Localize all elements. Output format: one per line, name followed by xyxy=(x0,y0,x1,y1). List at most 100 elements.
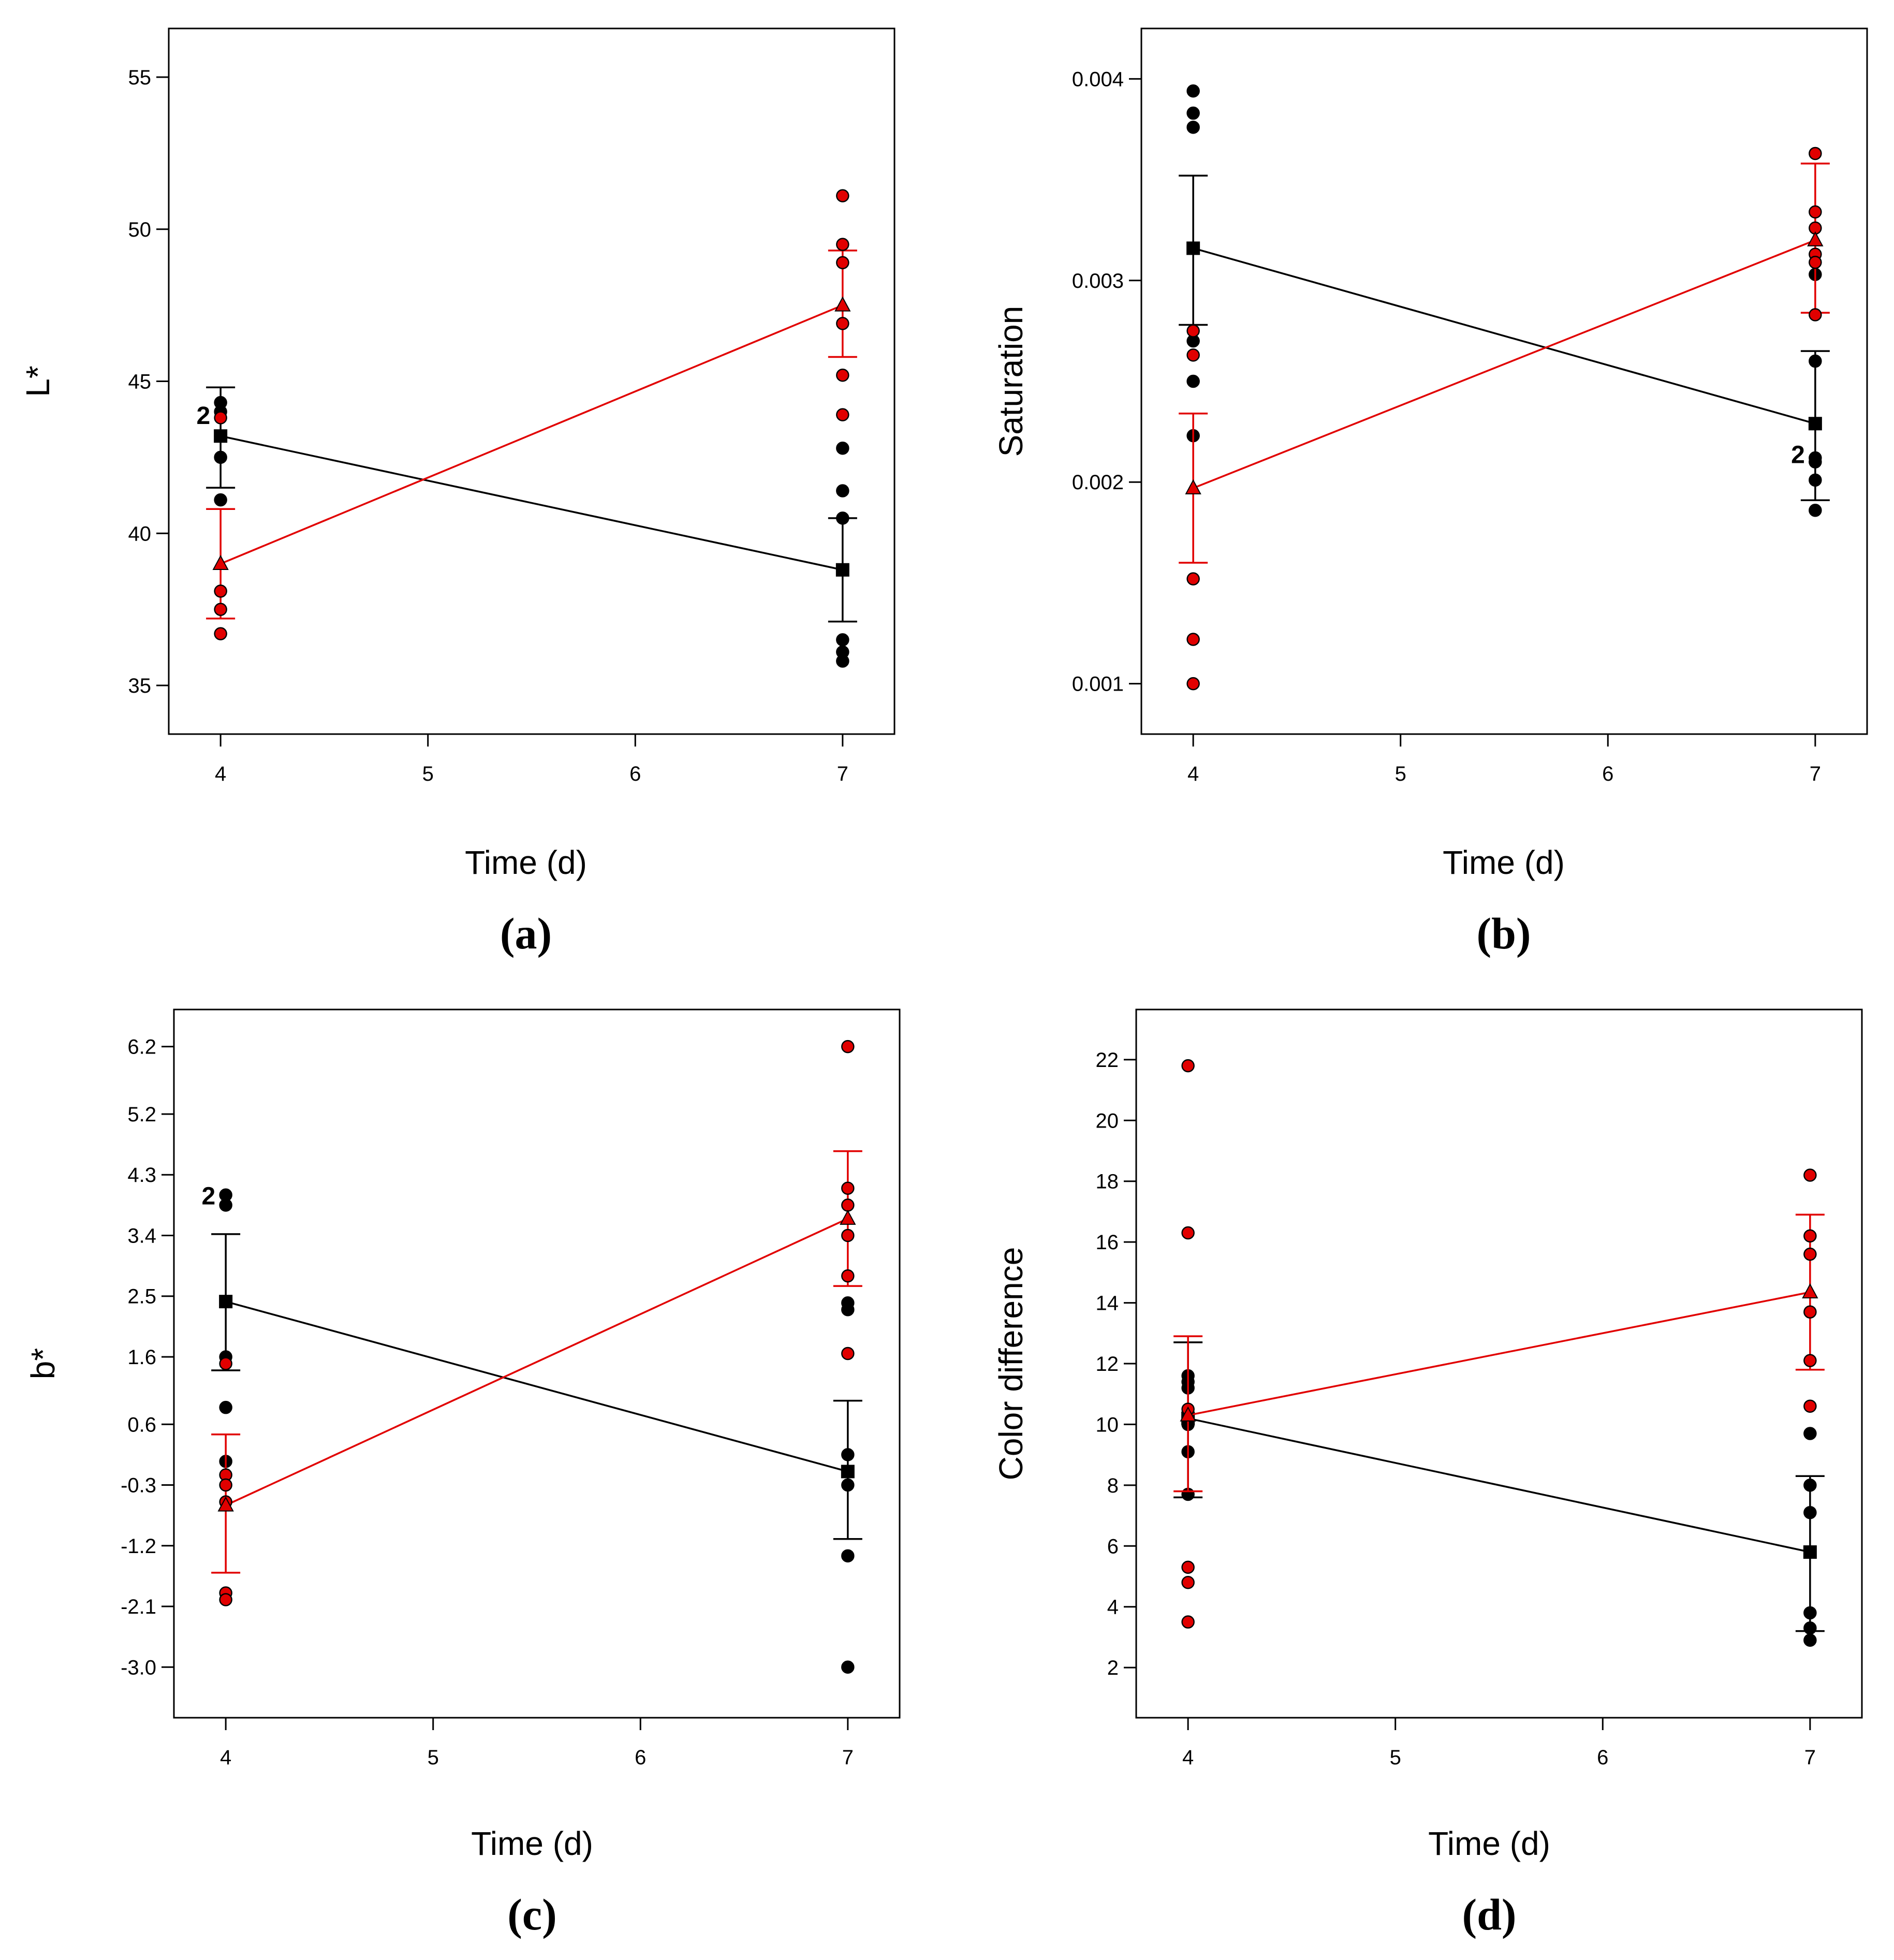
y-tick-label: 0.003 xyxy=(1072,270,1124,292)
mean-marker xyxy=(217,1496,234,1512)
y-tick-label: 6.2 xyxy=(127,1036,156,1059)
y-axis-title: Color difference xyxy=(992,1247,1030,1481)
data-point xyxy=(1803,1427,1817,1440)
data-point xyxy=(841,1181,855,1195)
x-tick-label: 5 xyxy=(1395,763,1406,785)
data-point xyxy=(1809,308,1822,321)
y-tick-label: 22 xyxy=(1096,1049,1119,1072)
y-tick-label: 14 xyxy=(1096,1292,1119,1315)
data-point xyxy=(836,408,849,421)
data-point xyxy=(1803,1399,1817,1413)
plot-frame xyxy=(173,1008,901,1719)
data-point xyxy=(841,1198,855,1212)
y-tick-label: 55 xyxy=(128,66,152,89)
y-tick-label: 1.6 xyxy=(127,1346,156,1369)
data-point xyxy=(1809,455,1822,469)
data-point xyxy=(836,238,849,251)
mean-line xyxy=(1187,1417,1811,1553)
y-axis-title: Saturation xyxy=(992,306,1030,457)
y-tick-label: 0.002 xyxy=(1072,471,1124,494)
data-point xyxy=(1809,255,1822,269)
data-point xyxy=(1809,473,1822,487)
series-black: 2 xyxy=(201,1182,862,1674)
data-point xyxy=(1181,1560,1195,1574)
mean-marker xyxy=(214,429,228,443)
mean-marker xyxy=(835,563,849,577)
x-tick-label: 5 xyxy=(422,763,434,785)
series-black: 2 xyxy=(196,386,857,668)
mean-marker xyxy=(1808,417,1822,431)
data-point xyxy=(841,1478,855,1492)
data-point xyxy=(1809,147,1822,160)
x-tick-label: 6 xyxy=(629,763,641,785)
mean-marker xyxy=(841,1465,855,1479)
series-red xyxy=(1179,147,1830,691)
data-point xyxy=(1181,1575,1195,1589)
data-point xyxy=(1803,1606,1817,1620)
y-tick-label: 12 xyxy=(1096,1353,1119,1376)
x-tick-label: 6 xyxy=(1597,1746,1608,1769)
data-point xyxy=(1803,1305,1817,1319)
y-tick-label: 10 xyxy=(1096,1413,1119,1436)
y-tick-label: 5.2 xyxy=(127,1103,156,1126)
data-point xyxy=(836,369,849,382)
data-point xyxy=(841,1347,855,1361)
data-point xyxy=(1803,1505,1817,1519)
plot-frame xyxy=(1140,27,1868,735)
mean-line xyxy=(1193,239,1816,489)
data-point xyxy=(836,654,849,668)
x-tick-label: 6 xyxy=(635,1746,646,1769)
data-point xyxy=(1803,1479,1817,1492)
x-tick-label: 4 xyxy=(1187,763,1199,785)
data-point xyxy=(214,584,227,598)
x-tick-label: 4 xyxy=(215,763,226,785)
panel-label: (a) xyxy=(500,909,552,958)
panel-label: (b) xyxy=(1476,909,1531,958)
data-point xyxy=(219,1400,232,1414)
data-point xyxy=(1186,84,1200,98)
data-point xyxy=(1186,121,1200,134)
x-tick-label: 5 xyxy=(428,1746,439,1769)
data-point xyxy=(214,493,227,507)
mean-line xyxy=(1193,247,1816,425)
panel-label: (d) xyxy=(1462,1890,1516,1939)
data-point xyxy=(841,1660,855,1674)
mean-marker xyxy=(1186,241,1200,255)
data-point xyxy=(1186,677,1200,691)
mean-marker xyxy=(840,1209,856,1225)
mean-line xyxy=(220,304,843,565)
x-tick-label: 7 xyxy=(837,763,848,785)
mean-line xyxy=(220,435,843,571)
y-tick-label: 18 xyxy=(1096,1171,1119,1193)
y-tick-label: 20 xyxy=(1096,1109,1119,1132)
mean-line xyxy=(225,1300,848,1473)
panel-d: 2 4 6 8 10 12 14 16 18 20 22 4 5 6 7 Time (d) Color diff… xyxy=(992,1008,1863,1939)
y-tick-label: 4 xyxy=(1107,1596,1119,1619)
data-point xyxy=(836,511,849,525)
data-point xyxy=(836,442,849,455)
y-tick-label: 3.4 xyxy=(127,1224,156,1247)
y-tick-label: 16 xyxy=(1096,1231,1119,1254)
data-point xyxy=(1181,1615,1195,1629)
data-point xyxy=(836,256,849,270)
x-tick-label: 7 xyxy=(1810,763,1821,785)
y-tick-label: -3.0 xyxy=(121,1656,156,1679)
y-tick-label: 0.001 xyxy=(1072,673,1124,696)
data-point xyxy=(1186,374,1200,388)
data-point xyxy=(841,1228,855,1242)
y-tick-label: 4.3 xyxy=(127,1164,156,1187)
data-point xyxy=(1186,348,1200,362)
data-point xyxy=(219,1198,232,1212)
y-tick-label: 2 xyxy=(1107,1657,1119,1679)
data-point xyxy=(219,1357,232,1370)
data-point xyxy=(219,1593,232,1606)
data-point xyxy=(214,627,227,640)
data-point xyxy=(1803,1354,1817,1367)
data-point xyxy=(841,1303,855,1317)
series-red xyxy=(211,1040,862,1606)
data-point xyxy=(1803,1633,1817,1647)
data-point xyxy=(1803,1229,1817,1243)
y-tick-label: 40 xyxy=(128,522,152,545)
